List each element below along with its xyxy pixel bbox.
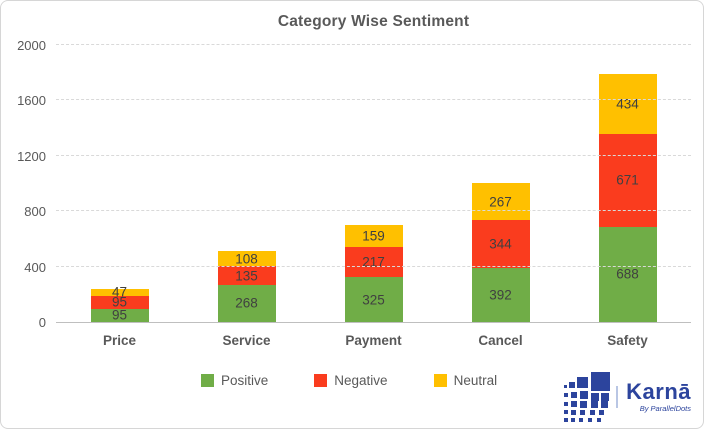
bar-column-cancel: 392 344 267: [437, 46, 564, 322]
bars-row: 95 95 47 268 135 108 325 217 159 392 344 267 688 671 4…: [56, 46, 691, 322]
brand-name: Karnā: [626, 379, 691, 404]
category-label-payment: Payment: [345, 333, 402, 348]
legend-label-neutral: Neutral: [453, 373, 498, 388]
stacked-bar-cancel: 392 344 267: [471, 183, 530, 322]
bar-segment-safety-negative: 671: [598, 133, 657, 227]
bar-segment-cancel-negative: 344: [471, 220, 530, 268]
y-tick-label-1600: 1600: [17, 93, 46, 109]
bar-segment-safety-positive: 688: [598, 226, 657, 322]
data-label-service-positive: 268: [235, 295, 258, 311]
x-axis: Price Service Payment Cancel Safety: [56, 333, 691, 348]
stacked-bar-price: 95 95 47: [90, 286, 149, 323]
bar-column-price: 95 95 47: [56, 46, 183, 322]
legend-item-negative: Negative: [314, 373, 388, 388]
y-tick-label-800: 800: [24, 204, 46, 220]
data-label-cancel-negative: 344: [489, 236, 512, 252]
data-label-safety-negative: 671: [616, 172, 639, 188]
bar-segment-service-positive: 268: [217, 284, 276, 322]
bar-segment-safety-neutral: 434: [598, 73, 657, 134]
y-tick-label-1200: 1200: [17, 148, 46, 164]
data-label-service-neutral: 108: [235, 250, 258, 266]
legend-swatch-positive: [201, 374, 214, 387]
brand-logo: Karnā By ParallelDots: [564, 372, 691, 422]
bar-column-service: 268 135 108: [183, 46, 310, 322]
y-tick-label-0: 0: [38, 315, 46, 330]
bar-segment-cancel-positive: 392: [471, 267, 530, 322]
bar-segment-price-negative: 95: [90, 294, 149, 310]
y-axis: 0 400 800 1200 1600 2000: [1, 38, 46, 330]
brand-divider: [616, 386, 619, 408]
data-label-price-negative: 95: [111, 294, 128, 310]
legend-item-positive: Positive: [201, 373, 268, 388]
gridline-400: [56, 265, 691, 267]
legend-label-negative: Negative: [334, 373, 388, 388]
category-label-cancel: Cancel: [478, 333, 523, 348]
bar-segment-payment-neutral: 159: [344, 224, 403, 247]
data-label-cancel-neutral: 267: [489, 193, 512, 209]
legend: Positive Negative Neutral: [201, 373, 497, 388]
chart-title: Category Wise Sentiment: [277, 13, 470, 30]
gridline-2000: [56, 44, 691, 45]
stacked-bar-safety: 688 671 434: [598, 73, 657, 322]
bar-segment-payment-positive: 325: [344, 277, 403, 322]
data-label-cancel-positive: 392: [489, 287, 512, 303]
bar-segment-price-neutral: 47: [90, 286, 149, 299]
stacked-bar-payment: 325 217 159: [344, 224, 403, 322]
data-label-price-positive: 95: [111, 307, 128, 323]
y-tick-label-400: 400: [24, 259, 46, 275]
gridline-1200: [56, 154, 691, 156]
bar-column-safety: 688 671 434: [564, 46, 691, 322]
data-label-safety-positive: 688: [616, 266, 639, 282]
bar-column-payment: 325 217 159: [310, 46, 437, 322]
gridline-800: [56, 210, 691, 212]
stacked-bar-service: 268 135 108: [217, 250, 276, 322]
bar-segment-service-neutral: 108: [217, 250, 276, 267]
y-tick-label-2000: 2000: [17, 38, 46, 53]
bar-segment-price-positive: 95: [90, 307, 149, 323]
category-label-price: Price: [102, 333, 137, 348]
category-label-safety: Safety: [607, 333, 648, 348]
data-label-service-negative: 135: [235, 267, 258, 283]
data-label-payment-neutral: 159: [362, 228, 385, 244]
plot-area: 95 95 47 268 135 108 325 217 159 392 344 267 688 671 4…: [56, 44, 691, 323]
legend-label-positive: Positive: [221, 373, 269, 388]
data-label-payment-negative: 217: [362, 254, 385, 270]
bar-segment-cancel-neutral: 267: [471, 183, 530, 221]
legend-swatch-neutral: [433, 374, 447, 387]
legend-swatch-negative: [314, 374, 328, 387]
bar-segment-payment-negative: 217: [344, 246, 403, 277]
legend-item-neutral: Neutral: [433, 373, 498, 388]
paralleldots-squares-icon: [564, 372, 611, 422]
gridline-1600: [56, 99, 691, 101]
bar-segment-service-negative: 135: [217, 266, 276, 285]
brand-tagline: By ParallelDots: [639, 404, 691, 413]
data-label-payment-positive: 325: [362, 291, 385, 307]
category-label-service: Service: [222, 333, 271, 348]
